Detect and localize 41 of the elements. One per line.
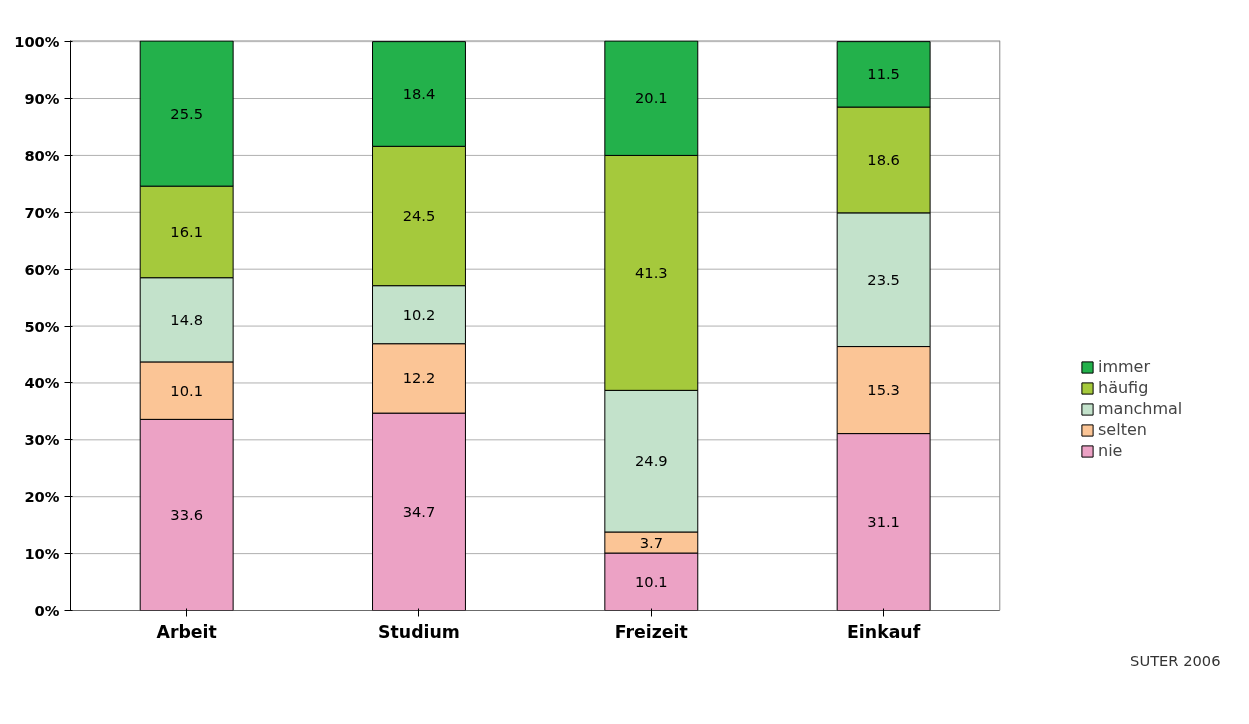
x-tick-label: Arbeit [156, 621, 217, 642]
y-tick-label: 40% [24, 374, 60, 392]
y-tick-label: 90% [24, 90, 60, 108]
text: SUTER 2006 [1130, 651, 1221, 669]
data-label: 41.3 [634, 263, 668, 281]
data-label: 10.1 [634, 572, 668, 590]
y-tick-label: 20% [24, 488, 60, 506]
data-label: 11.5 [867, 65, 900, 83]
legend-label: manchmal [1098, 399, 1183, 418]
legend-label: häufig [1098, 378, 1149, 397]
data-label: 15.3 [867, 381, 900, 399]
data-label: 18.6 [867, 150, 900, 168]
data-label: 12.2 [402, 369, 436, 387]
data-label: 24.5 [402, 206, 436, 224]
legend-label: selten [1098, 420, 1147, 439]
y-tick-label: 10% [24, 545, 60, 563]
x-tick-label: Einkauf [847, 621, 921, 642]
y-tick-label: 60% [24, 260, 60, 278]
y-tick-label: 50% [24, 317, 60, 335]
y-tick-label: 100% [14, 33, 60, 51]
y-tick-label: 80% [24, 146, 60, 164]
data-label: 20.1 [634, 89, 668, 107]
y-tick-label: 0% [34, 602, 60, 619]
y-tick-label: 70% [24, 203, 60, 221]
legend-label: nie [1098, 441, 1123, 460]
legend-label: immer [1098, 357, 1151, 376]
data-label: 34.7 [402, 502, 436, 520]
data-label: 24.9 [634, 452, 668, 470]
data-label: 10.1 [170, 381, 203, 399]
data-label: 16.1 [170, 222, 203, 240]
y-tick-label: 30% [24, 431, 60, 449]
data-label: 14.8 [170, 310, 203, 328]
x-tick-label: Studium [378, 621, 460, 642]
data-label: 33.6 [170, 505, 203, 523]
data-label: 3.7 [639, 533, 663, 551]
data-label: 18.4 [402, 84, 436, 102]
data-label: 25.5 [170, 104, 203, 122]
x-tick-label: Freizeit [614, 621, 688, 642]
data-label: 10.2 [402, 305, 436, 323]
data-label: 23.5 [867, 270, 900, 288]
data-label: 31.1 [867, 513, 900, 531]
